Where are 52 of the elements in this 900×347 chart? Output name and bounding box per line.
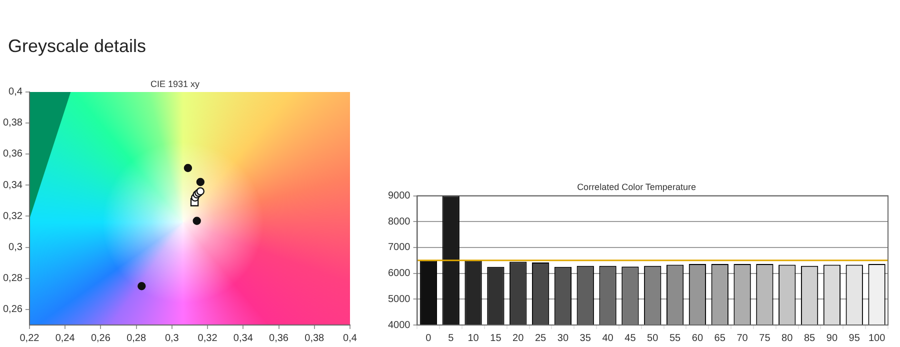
x-tick-label: 30 <box>557 332 569 344</box>
x-tick-label: 25 <box>534 332 547 344</box>
chart-title: Correlated Color Temperature <box>577 182 696 192</box>
y-tick-label: 0,34 <box>2 180 23 191</box>
x-tick-label: 0,22 <box>20 332 40 344</box>
x-tick-label: 80 <box>782 332 794 344</box>
point <box>184 164 192 172</box>
chart-subtitle: CIE 1931 xy <box>150 78 200 89</box>
x-tick-label: 0,3 <box>164 332 180 344</box>
x-tick-label: 95 <box>848 332 860 344</box>
y-tick-label: 0,26 <box>2 304 23 316</box>
x-tick-label: 0,4 <box>343 332 358 344</box>
y-tick-label: 7000 <box>388 242 411 254</box>
y-tick-label: 4000 <box>388 320 411 331</box>
x-tick-label: 0 <box>426 332 432 344</box>
x-tick-label: 55 <box>669 332 682 344</box>
x-tick-label: 5 <box>448 332 454 344</box>
y-tick-label: 0,38 <box>2 118 23 129</box>
x-tick-label: 85 <box>804 332 816 344</box>
chart-title: Greyscale details <box>8 36 146 57</box>
x-tick-label: 40 <box>602 332 614 344</box>
point <box>138 282 146 290</box>
y-tick-label: 8000 <box>388 216 411 228</box>
y-tick-label: 0,32 <box>2 210 23 222</box>
x-tick-label: 20 <box>512 332 524 344</box>
x-tick-label: 50 <box>647 332 659 344</box>
x-tick-label: 65 <box>714 332 726 344</box>
y-tick-label: 9000 <box>388 190 411 202</box>
y-tick-label: 6000 <box>388 268 411 280</box>
point <box>192 216 201 225</box>
x-tick-label: 100 <box>868 332 886 344</box>
x-tick-label: 75 <box>759 332 771 344</box>
y-tick-label: 0,28 <box>2 273 23 284</box>
x-tick-label: 0,32 <box>198 332 218 344</box>
x-tick-label: 15 <box>490 332 502 344</box>
x-tick-label: 0,38 <box>304 332 325 344</box>
x-tick-label: 35 <box>580 332 592 344</box>
x-tick-label: 10 <box>468 332 480 344</box>
x-tick-label: 0,26 <box>90 332 111 344</box>
y-tick-label: 0,4 <box>8 86 23 98</box>
x-tick-label: 45 <box>624 332 636 344</box>
x-tick-label: 90 <box>826 332 838 344</box>
x-tick-label: 0,36 <box>269 332 289 344</box>
point <box>196 178 205 186</box>
x-tick-label: 70 <box>736 332 748 344</box>
x-tick-label: 0,28 <box>126 332 146 344</box>
x-tick-label: 0,24 <box>55 332 76 344</box>
x-tick-label: 60 <box>692 332 704 344</box>
x-tick-label: 0,34 <box>233 332 254 344</box>
y-tick-label: 0,36 <box>2 148 23 160</box>
y-tick-label: 0,3 <box>8 242 23 254</box>
y-tick-label: 5000 <box>388 294 411 305</box>
